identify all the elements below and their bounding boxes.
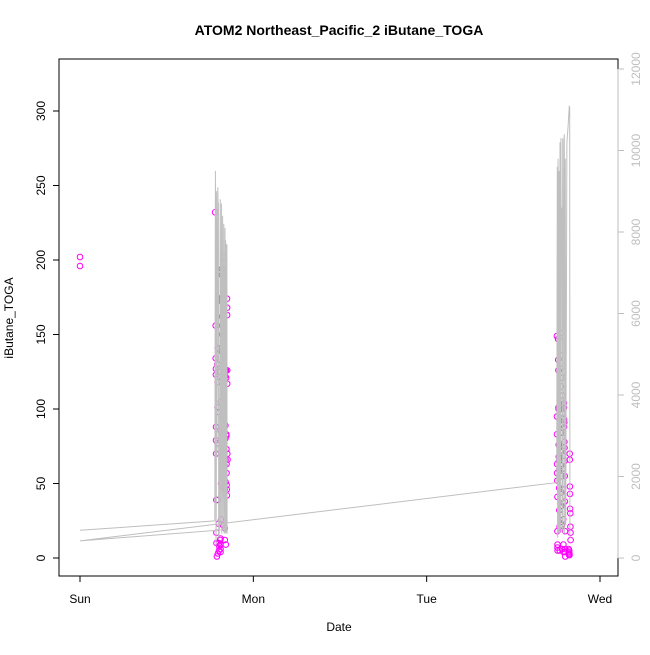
y-right-tick-label: 2000 [629, 463, 643, 490]
data-point [222, 541, 230, 548]
x-tick-label: Wed [588, 592, 612, 606]
data-point [567, 529, 574, 537]
data-point [560, 404, 568, 411]
data-point [565, 547, 573, 554]
data-point [217, 548, 224, 556]
y-right-tick-label: 8000 [629, 218, 643, 245]
y-left-tick-label: 300 [34, 101, 48, 121]
plot-frame [58, 58, 619, 577]
y-axis-right: 0 2000 4000 6000 8000 10000 12000 [617, 52, 643, 561]
y-left-tick-label: 150 [34, 324, 48, 344]
data-point [567, 523, 574, 531]
data-point [567, 536, 574, 544]
y-axis-left: 0 50 100 150 200 250 300 [34, 101, 60, 561]
data-point [566, 551, 573, 559]
chart-title: ATOM2 Northeast_Pacific_2 iButane_TOGA [195, 22, 484, 38]
data-point [217, 545, 224, 553]
data-point [215, 547, 223, 554]
data-point [213, 553, 221, 560]
x-axis: Sun Mon Tue Wed [69, 575, 612, 606]
y-left-tick-label: 50 [34, 477, 48, 491]
data-point [560, 399, 568, 407]
x-axis-label: Date [326, 620, 352, 634]
series-line [79, 105, 571, 546]
y-axis-label: iButane_TOGA [2, 277, 16, 358]
y-left-tick-label: 250 [34, 175, 48, 195]
data-point [221, 536, 229, 544]
data-point [554, 547, 561, 554]
y-right-tick-label: 4000 [629, 381, 643, 408]
y-right-tick-label: 12000 [629, 52, 643, 86]
data-point [76, 262, 84, 270]
scatter-layer [76, 209, 574, 560]
y-right-tick-label: 10000 [629, 133, 643, 167]
x-tick-label: Tue [417, 592, 438, 606]
x-tick-label: Sun [69, 592, 90, 606]
data-point [216, 542, 223, 550]
x-tick-label: Mon [242, 592, 265, 606]
y-left-tick-label: 100 [34, 399, 48, 419]
y-left-tick-label: 200 [34, 250, 48, 270]
y-right-tick-label: 0 [629, 554, 643, 561]
y-left-tick-label: 0 [34, 554, 48, 561]
y-right-tick-label: 6000 [629, 300, 643, 327]
secondary-line-layer [79, 105, 571, 546]
data-point [76, 253, 84, 261]
data-point [217, 535, 224, 542]
